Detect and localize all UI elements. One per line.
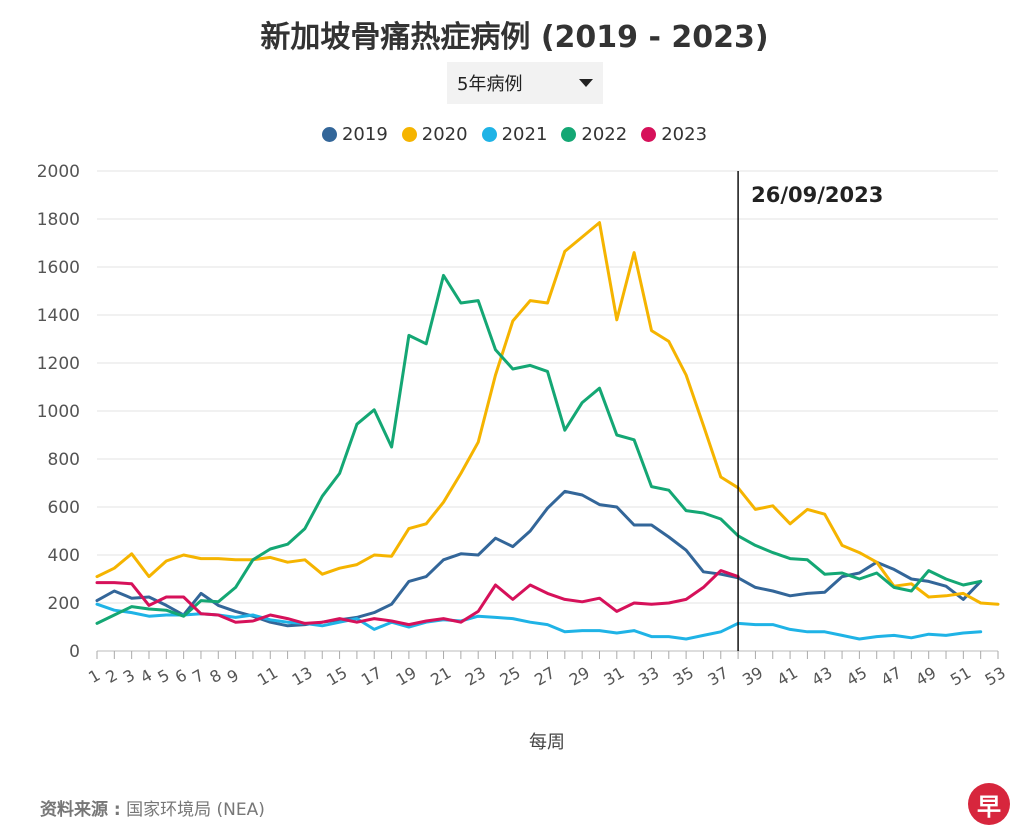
- y-tick-label: 1800: [37, 210, 80, 230]
- series-line-2022: [95, 273, 983, 625]
- legend-label-2023: 2023: [661, 124, 708, 145]
- x-tick-label: 47: [878, 663, 905, 690]
- y-tick-label: 1000: [37, 402, 80, 422]
- x-tick-label: 41: [774, 663, 801, 690]
- y-tick-label: 1400: [37, 306, 80, 326]
- x-tick-label: 8: [206, 665, 224, 687]
- legend-item-2021[interactable]: 2021: [481, 124, 548, 145]
- dropdown-selected-label: 5年病例: [457, 74, 523, 95]
- legend-dot-2022: [561, 127, 577, 142]
- y-tick-label: 1600: [37, 258, 80, 278]
- x-tick-label: 2: [102, 665, 120, 687]
- y-tick-label: 1200: [37, 354, 80, 374]
- x-tick-label: 13: [289, 663, 316, 690]
- legend-label-2021: 2021: [501, 124, 548, 145]
- x-tick-label: 51: [947, 663, 974, 690]
- y-tick-label: 800: [48, 450, 80, 470]
- x-tick-label: 5: [154, 665, 172, 687]
- legend-label-2020: 2020: [421, 124, 468, 145]
- x-tick-label: 27: [531, 663, 558, 690]
- legend-dot-2023: [641, 127, 657, 142]
- source-label: 资料来源 :: [40, 800, 121, 820]
- source-text: 国家环境局 (NEA): [126, 800, 265, 820]
- x-tick-label: 37: [704, 663, 731, 690]
- x-tick-label: 31: [600, 663, 627, 690]
- chart-legend: 2019 2020 2021 2022 2023: [0, 124, 1029, 145]
- x-tick-label: 1: [85, 665, 103, 687]
- period-dropdown[interactable]: 5年病例: [447, 62, 603, 104]
- x-tick-label: 9: [224, 665, 242, 687]
- chart-title: 新加坡骨痛热症病例 (2019 - 2023): [260, 20, 769, 55]
- caret-down-icon: [579, 79, 593, 87]
- x-tick-label: 45: [843, 663, 870, 690]
- legend-item-2023[interactable]: 2023: [641, 124, 707, 145]
- x-tick-label: 17: [358, 663, 385, 690]
- legend-dot-2020: [401, 127, 417, 142]
- x-tick-label: 35: [670, 663, 697, 690]
- x-tick-label: 39: [739, 663, 766, 690]
- x-tick-label: 6: [172, 665, 190, 687]
- y-tick-label: 600: [48, 498, 80, 518]
- x-tick-label: 23: [462, 663, 489, 690]
- x-tick-label: 7: [189, 665, 207, 687]
- x-tick-label: 11: [254, 663, 281, 690]
- series-line-2019: [95, 489, 983, 628]
- x-tick-label: 19: [393, 663, 420, 690]
- x-tick-label: 15: [323, 663, 350, 690]
- x-tick-label: 43: [808, 663, 835, 690]
- series-line-2021: [95, 602, 983, 641]
- legend-dot-2019: [321, 127, 337, 142]
- x-tick-label: 29: [566, 663, 593, 690]
- legend-label-2022: 2022: [581, 124, 628, 145]
- annotation-label: 26/09/2023: [751, 183, 883, 207]
- x-axis-title: 每周: [529, 732, 565, 753]
- legend-item-2022[interactable]: 2022: [561, 124, 627, 145]
- x-tick-label: 3: [120, 665, 138, 687]
- y-tick-label: 0: [69, 642, 80, 662]
- y-tick-label: 400: [48, 546, 80, 566]
- y-tick-label: 200: [48, 594, 80, 614]
- legend-dot-2021: [481, 127, 497, 142]
- x-tick-label: 49: [912, 663, 939, 690]
- series-line-2020: [95, 221, 1000, 606]
- series-line-2023: [95, 569, 740, 627]
- x-tick-label: 21: [427, 663, 454, 690]
- source-note: 资料来源 : 国家环境局 (NEA): [40, 795, 265, 820]
- legend-label-2019: 2019: [341, 124, 388, 145]
- x-tick-label: 4: [137, 665, 155, 687]
- brand-logo: 早: [968, 783, 1010, 825]
- y-tick-label: 2000: [37, 162, 80, 182]
- legend-item-2020[interactable]: 2020: [401, 124, 468, 145]
- x-tick-label: 33: [635, 663, 662, 690]
- x-tick-label: 53: [982, 663, 1009, 690]
- legend-item-2019[interactable]: 2019: [321, 124, 388, 145]
- x-tick-label: 25: [497, 663, 524, 690]
